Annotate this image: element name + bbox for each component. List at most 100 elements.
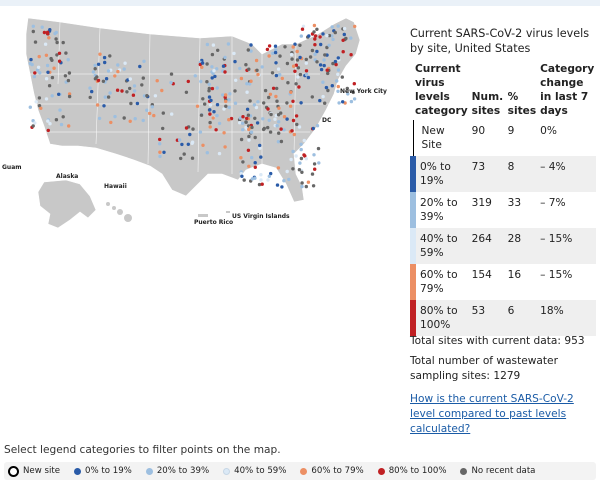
site-marker[interactable] [253,161,257,165]
site-marker[interactable] [223,70,227,74]
legend-item[interactable]: New site [4,465,60,477]
calculation-help-link[interactable]: How is the current SARS-CoV-2 level comp… [410,393,574,435]
site-marker[interactable] [313,43,317,47]
site-marker[interactable] [141,118,145,123]
site-marker[interactable] [276,166,281,170]
site-marker[interactable] [64,51,68,55]
site-marker[interactable] [279,127,283,131]
site-marker[interactable] [170,112,174,116]
site-marker[interactable] [161,111,165,115]
site-marker[interactable] [246,113,251,117]
site-marker[interactable] [304,184,308,189]
site-marker[interactable] [216,48,220,52]
site-marker[interactable] [313,37,317,41]
site-marker[interactable] [244,120,248,124]
site-marker[interactable] [277,131,281,135]
site-marker[interactable] [319,67,324,72]
site-marker[interactable] [275,99,279,103]
site-marker[interactable] [267,54,271,58]
site-marker[interactable] [304,57,308,62]
site-marker[interactable] [318,63,323,67]
site-marker[interactable] [246,148,251,152]
legend-item[interactable]: 0% to 19% [74,466,132,476]
site-marker[interactable] [133,117,137,121]
site-marker[interactable] [258,146,262,150]
site-marker[interactable] [268,92,273,97]
site-marker[interactable] [290,57,294,61]
site-marker[interactable] [275,124,279,128]
site-marker[interactable] [31,29,35,34]
site-marker[interactable] [247,138,251,142]
site-marker[interactable] [61,115,65,119]
site-marker[interactable] [31,24,35,28]
site-marker[interactable] [260,182,264,186]
site-marker[interactable] [132,84,137,88]
site-marker[interactable] [344,36,348,41]
site-marker[interactable] [340,75,344,79]
site-marker[interactable] [295,122,299,127]
site-marker[interactable] [325,45,329,50]
site-marker[interactable] [233,59,237,64]
site-marker[interactable] [162,150,166,154]
site-marker[interactable] [295,49,299,54]
site-marker[interactable] [321,94,325,99]
site-marker[interactable] [306,75,311,80]
site-marker[interactable] [296,66,301,70]
site-marker[interactable] [128,86,132,91]
site-marker[interactable] [209,98,213,103]
site-marker[interactable] [285,169,289,174]
site-marker[interactable] [304,61,308,65]
site-marker[interactable] [67,94,72,99]
site-marker[interactable] [67,92,72,96]
site-marker[interactable] [346,92,350,96]
site-marker[interactable] [275,183,280,187]
site-marker[interactable] [234,78,238,83]
site-marker[interactable] [132,89,137,93]
site-marker[interactable] [42,30,47,35]
site-marker[interactable] [101,79,106,84]
site-marker[interactable] [297,168,302,172]
site-marker[interactable] [262,101,266,105]
site-marker[interactable] [323,53,327,57]
legend-item[interactable]: No recent data [460,466,535,476]
site-marker[interactable] [266,178,270,182]
site-marker[interactable] [223,93,228,97]
site-marker[interactable] [52,66,56,70]
site-marker[interactable] [253,116,257,121]
site-marker[interactable] [96,62,101,66]
site-marker[interactable] [250,177,254,181]
site-marker[interactable] [312,30,316,34]
site-marker[interactable] [145,108,149,112]
site-marker[interactable] [211,43,216,47]
site-marker[interactable] [300,181,304,185]
site-marker[interactable] [242,178,246,182]
site-marker[interactable] [336,24,340,28]
site-marker[interactable] [207,95,212,99]
site-marker[interactable] [208,103,213,107]
site-marker[interactable] [353,24,357,29]
site-marker[interactable] [304,157,308,161]
site-marker[interactable] [304,69,309,73]
site-marker[interactable] [318,98,322,103]
site-marker[interactable] [312,153,316,157]
site-marker[interactable] [352,82,356,86]
site-marker[interactable] [102,55,107,60]
site-marker[interactable] [44,97,49,101]
site-marker[interactable] [37,96,42,100]
site-marker[interactable] [299,34,303,38]
site-marker[interactable] [210,52,215,57]
site-marker[interactable] [221,64,226,68]
site-marker[interactable] [270,71,275,75]
site-marker[interactable] [300,184,304,189]
site-marker[interactable] [315,124,320,128]
site-marker[interactable] [33,121,37,125]
site-marker[interactable] [274,73,279,78]
site-marker[interactable] [289,52,294,57]
site-marker[interactable] [293,69,297,73]
site-marker[interactable] [193,74,197,78]
site-marker[interactable] [252,103,257,107]
site-marker[interactable] [342,26,347,31]
site-marker[interactable] [247,67,251,71]
site-marker[interactable] [37,54,41,59]
site-marker[interactable] [296,75,300,79]
